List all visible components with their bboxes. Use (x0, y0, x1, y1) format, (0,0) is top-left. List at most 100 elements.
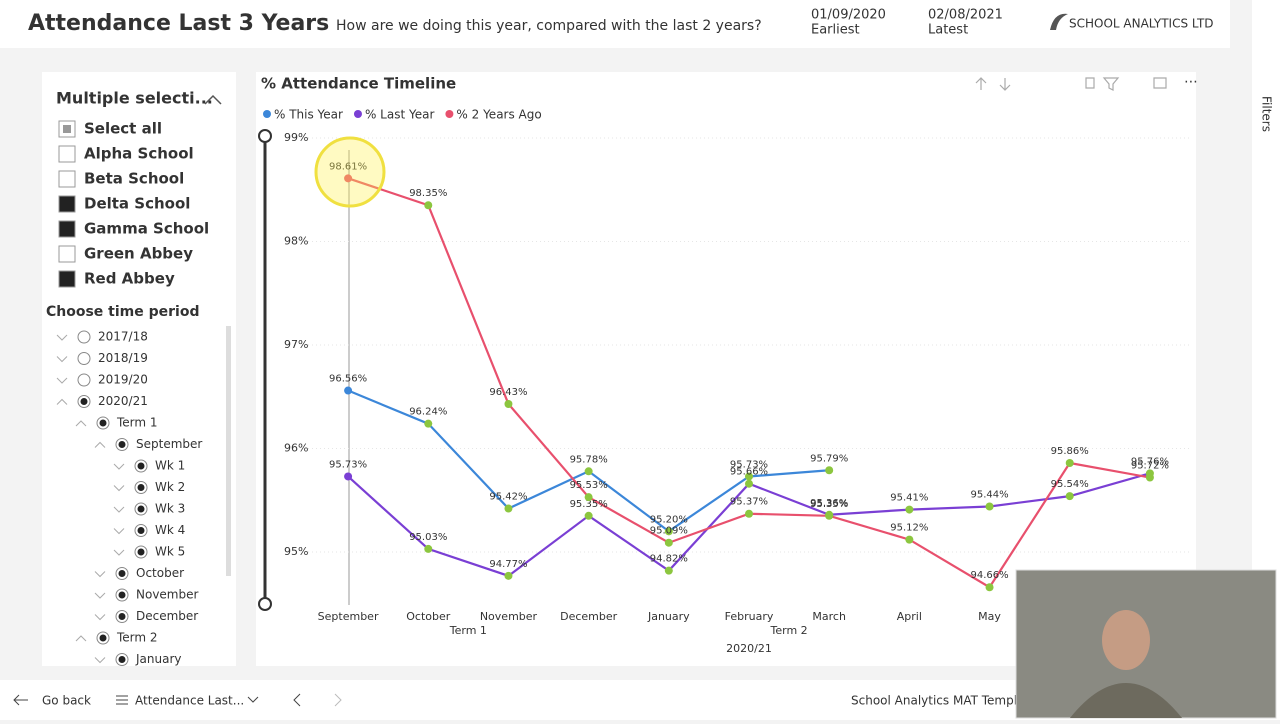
filters-label[interactable]: Filters (1260, 96, 1274, 132)
tree-item[interactable]: Term 1 (116, 416, 158, 430)
tree-item[interactable]: Wk 4 (155, 523, 185, 537)
slicer-item[interactable]: Alpha School (84, 145, 194, 163)
zoom-handle[interactable] (258, 597, 272, 611)
data-point[interactable] (344, 386, 353, 395)
expand-icon[interactable] (56, 398, 68, 405)
data-point[interactable] (1065, 492, 1074, 501)
checkbox[interactable] (58, 220, 76, 238)
expand-icon[interactable] (75, 635, 87, 642)
visual-toolbar[interactable] (975, 77, 1167, 91)
checkbox[interactable] (58, 245, 76, 263)
tree-item[interactable]: Wk 1 (155, 459, 185, 473)
tree-item[interactable]: Wk 3 (155, 502, 185, 516)
expand-icon[interactable] (113, 485, 125, 492)
expand-icon[interactable] (56, 377, 68, 384)
tree-item[interactable]: December (136, 609, 198, 623)
x-tick-label: April (897, 610, 922, 623)
data-point[interactable] (664, 566, 673, 575)
expand-icon[interactable] (56, 334, 68, 341)
data-point[interactable] (584, 511, 593, 520)
expand-icon[interactable] (113, 528, 125, 535)
data-point[interactable] (664, 538, 673, 547)
next-page[interactable] (334, 693, 342, 707)
expand-icon[interactable] (94, 657, 106, 664)
data-point[interactable] (504, 400, 513, 409)
data-point[interactable] (825, 466, 834, 475)
legend-label[interactable]: % 2 Years Ago (456, 108, 541, 122)
tree-item[interactable]: 2020/21 (98, 394, 148, 408)
data-point[interactable] (985, 502, 994, 511)
tree-item[interactable]: September (136, 437, 202, 451)
slicer-item[interactable]: Gamma School (84, 220, 209, 238)
go-back[interactable]: Go back (42, 694, 91, 708)
data-point[interactable] (1145, 473, 1154, 482)
legend-swatch[interactable] (445, 110, 454, 118)
tree-item[interactable]: 2017/18 (98, 330, 148, 344)
legend-label[interactable]: % This Year (274, 108, 343, 122)
tree-item[interactable]: Wk 5 (155, 545, 185, 559)
prev-page[interactable] (293, 693, 301, 707)
collapse-icon[interactable] (204, 94, 222, 105)
slicer-item[interactable]: Delta School (84, 195, 190, 213)
checkbox[interactable] (58, 195, 76, 213)
radio[interactable] (77, 373, 91, 387)
data-point[interactable] (344, 174, 353, 183)
data-point[interactable] (905, 535, 914, 544)
expand-icon[interactable] (56, 356, 68, 363)
expand-icon[interactable] (113, 506, 125, 513)
data-point[interactable] (985, 583, 994, 592)
data-point[interactable] (745, 479, 753, 488)
chart-visual (256, 72, 1196, 666)
radio[interactable] (77, 330, 91, 344)
data-point[interactable] (424, 544, 433, 553)
data-point[interactable] (344, 472, 353, 481)
radio[interactable] (77, 352, 91, 365)
tree-item[interactable]: Wk 2 (155, 480, 185, 494)
data-label: 95.79% (810, 453, 848, 464)
tree-item[interactable]: Term 2 (116, 631, 158, 645)
slicer-item[interactable]: Select all (84, 120, 162, 138)
legend-swatch[interactable] (353, 110, 362, 118)
data-point[interactable] (424, 419, 433, 428)
data-point[interactable] (745, 472, 753, 481)
tree-item[interactable]: 2019/20 (98, 373, 148, 387)
legend-label[interactable]: % Last Year (365, 108, 435, 122)
legend-swatch[interactable] (263, 110, 271, 118)
data-point[interactable] (584, 493, 593, 502)
tree-item[interactable]: January (135, 652, 182, 666)
slicer-item[interactable]: Red Abbey (84, 270, 175, 288)
zoom-handle[interactable] (258, 129, 272, 143)
data-point[interactable] (584, 467, 593, 476)
data-point[interactable] (745, 509, 753, 518)
expand-icon[interactable] (113, 463, 125, 470)
expand-icon[interactable] (113, 549, 125, 556)
slicer-item[interactable]: Green Abbey (84, 245, 193, 263)
data-point[interactable] (664, 527, 673, 536)
data-point[interactable] (825, 511, 834, 520)
data-point[interactable] (504, 571, 513, 580)
slicer-item[interactable]: Beta School (84, 170, 184, 188)
data-label: 95.03% (409, 532, 447, 543)
checkbox[interactable] (58, 145, 76, 163)
data-point[interactable] (504, 504, 513, 513)
tree-item[interactable]: November (136, 588, 198, 602)
expand-icon[interactable] (75, 420, 87, 427)
tree-item[interactable]: October (136, 566, 184, 580)
data-point[interactable] (905, 505, 914, 514)
checkbox[interactable] (58, 270, 76, 288)
more-options[interactable]: ⋯ (1184, 74, 1198, 90)
expand-icon[interactable] (94, 592, 106, 599)
data-point[interactable] (424, 201, 433, 210)
slicer-title[interactable]: Multiple selecti... (56, 89, 213, 108)
pages-icon[interactable] (116, 695, 128, 705)
expand-icon[interactable] (94, 571, 106, 578)
page-name[interactable]: Attendance Last... (135, 694, 244, 708)
scrollbar[interactable] (226, 326, 231, 576)
back-icon[interactable] (13, 694, 28, 706)
page-dropdown[interactable] (247, 696, 259, 703)
data-point[interactable] (1065, 459, 1074, 468)
tree-item[interactable]: 2018/19 (98, 351, 148, 365)
checkbox[interactable] (58, 170, 76, 188)
expand-icon[interactable] (94, 441, 106, 448)
expand-icon[interactable] (94, 614, 106, 621)
